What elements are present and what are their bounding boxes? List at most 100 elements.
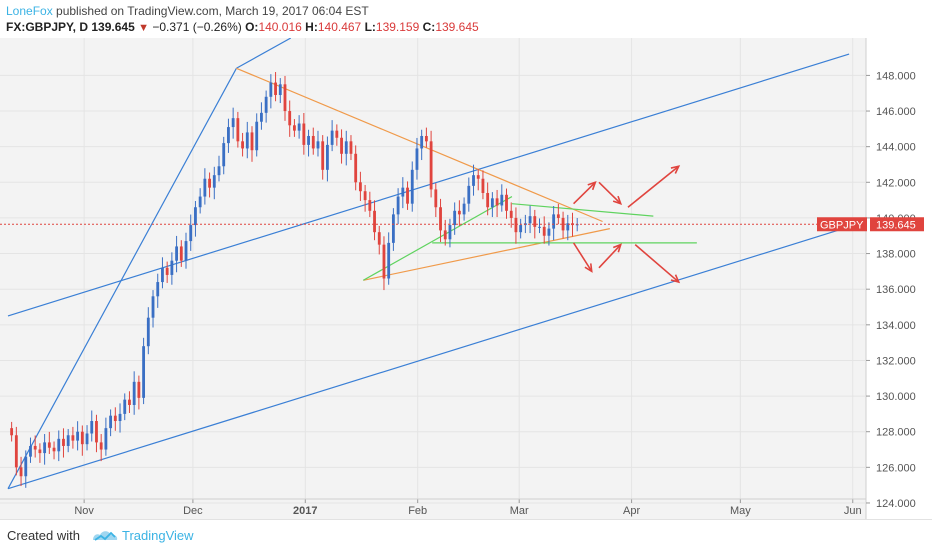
ohlc-legend: FX:GBPJPY, D 139.645 ▼ −0.371 (−0.26%) O… bbox=[6, 19, 479, 36]
candle-body bbox=[76, 431, 80, 441]
arrow-head bbox=[612, 243, 622, 253]
candle-body bbox=[533, 216, 537, 227]
candle-body bbox=[556, 214, 560, 218]
candle-body bbox=[391, 214, 395, 243]
candle-body bbox=[401, 187, 405, 197]
candle-body bbox=[194, 207, 197, 226]
candle-body bbox=[358, 182, 362, 192]
candle-body bbox=[297, 123, 301, 131]
arrow-head bbox=[587, 181, 597, 191]
candle-body bbox=[500, 194, 504, 206]
arrow-head bbox=[670, 165, 681, 174]
y-tick-label: 148.000 bbox=[876, 70, 916, 82]
candle-body bbox=[528, 216, 532, 224]
candle-body bbox=[231, 118, 235, 128]
candle-body bbox=[24, 456, 28, 477]
projection-arrow bbox=[598, 181, 622, 205]
candle-body bbox=[349, 141, 353, 154]
author-link[interactable]: LoneFox bbox=[6, 4, 53, 18]
x-tick-label: Jun bbox=[844, 505, 862, 517]
projection-arrow bbox=[572, 242, 593, 272]
down-triangle-icon: ▼ bbox=[138, 22, 149, 34]
y-tick-label: 126.000 bbox=[876, 462, 916, 474]
candle-body bbox=[10, 428, 14, 436]
candle-body bbox=[415, 148, 419, 170]
candle-body bbox=[321, 141, 325, 170]
candle-body bbox=[462, 203, 466, 215]
candle-body bbox=[255, 121, 259, 151]
close-label: C: bbox=[422, 20, 436, 34]
candle-body bbox=[241, 141, 244, 149]
candle-body bbox=[184, 241, 188, 261]
candle-body bbox=[307, 135, 310, 145]
candle-body bbox=[170, 260, 174, 275]
candle-body bbox=[71, 435, 75, 441]
orange-support-line bbox=[363, 228, 610, 281]
candle-body bbox=[566, 223, 570, 231]
x-tick-label: 2017 bbox=[293, 505, 317, 517]
publish-info: published on TradingView.com, March 19, … bbox=[52, 4, 369, 18]
candle-body bbox=[62, 438, 65, 446]
x-tick-label: Apr bbox=[623, 505, 640, 517]
candle-body bbox=[486, 192, 490, 208]
candle-body bbox=[123, 399, 127, 414]
x-tick-label: Feb bbox=[408, 505, 427, 517]
candle-body bbox=[179, 246, 183, 261]
candle-body bbox=[250, 132, 254, 151]
candle-body bbox=[14, 435, 18, 468]
plot-area[interactable] bbox=[0, 38, 866, 519]
y-tick-label: 144.000 bbox=[876, 142, 916, 154]
candle-body bbox=[424, 135, 428, 142]
arrow-head bbox=[612, 195, 623, 205]
x-tick-label: Mar bbox=[510, 505, 529, 517]
candle-body bbox=[396, 196, 400, 215]
candle-body bbox=[443, 230, 447, 240]
candle-body bbox=[354, 153, 358, 183]
candle-body bbox=[344, 141, 348, 154]
y-tick-label: 128.000 bbox=[876, 427, 916, 439]
candle-body bbox=[278, 84, 282, 96]
channel-top-segment-line bbox=[236, 38, 292, 69]
symbol-label: FX:GBPJPY, D bbox=[6, 20, 89, 34]
arrow-head bbox=[670, 274, 681, 284]
y-tick-label: 138.000 bbox=[876, 249, 916, 261]
open-label: O: bbox=[245, 20, 259, 34]
candle-body bbox=[104, 428, 108, 450]
price-axis[interactable] bbox=[866, 38, 932, 519]
candle-body bbox=[519, 225, 523, 233]
green-flag-top-line bbox=[511, 203, 654, 217]
candle-body bbox=[363, 191, 367, 201]
x-tick-label: Dec bbox=[183, 505, 203, 517]
y-tick-label: 130.000 bbox=[876, 391, 916, 403]
candle-body bbox=[142, 346, 146, 398]
close-value: 139.645 bbox=[435, 20, 479, 34]
candle-body bbox=[542, 226, 546, 236]
candle-body bbox=[514, 217, 518, 233]
candle-body bbox=[340, 137, 343, 154]
open-value: 140.016 bbox=[258, 20, 302, 34]
y-tick-label: 132.000 bbox=[876, 355, 916, 367]
candle-body bbox=[109, 415, 113, 429]
tradingview-logo-icon[interactable] bbox=[91, 528, 119, 544]
publish-header: LoneFox published on TradingView.com, Ma… bbox=[6, 3, 369, 19]
candle-body bbox=[85, 433, 89, 445]
tradingview-brand[interactable]: TradingView bbox=[122, 528, 194, 543]
candle-body bbox=[439, 207, 442, 231]
projection-arrow bbox=[634, 244, 680, 283]
price-chart[interactable]: 124.000 126.000 128.000 130.000 132.000 134.0… bbox=[0, 38, 932, 519]
candle-body bbox=[217, 166, 221, 176]
y-tick-label: 136.000 bbox=[876, 284, 916, 296]
candle-body bbox=[156, 282, 160, 297]
candle-body bbox=[38, 449, 42, 454]
candle-body bbox=[19, 467, 23, 477]
projection-arrow bbox=[573, 181, 596, 205]
projection-arrows bbox=[572, 165, 681, 284]
low-value: 139.159 bbox=[375, 20, 420, 34]
candle-body bbox=[495, 198, 499, 206]
candle-body bbox=[476, 175, 480, 179]
candle-body bbox=[410, 169, 414, 204]
x-tick-label: Nov bbox=[74, 505, 94, 517]
last-price: 139.645 bbox=[91, 20, 135, 34]
price-tag-bg bbox=[870, 217, 924, 232]
projection-arrow bbox=[627, 165, 680, 208]
